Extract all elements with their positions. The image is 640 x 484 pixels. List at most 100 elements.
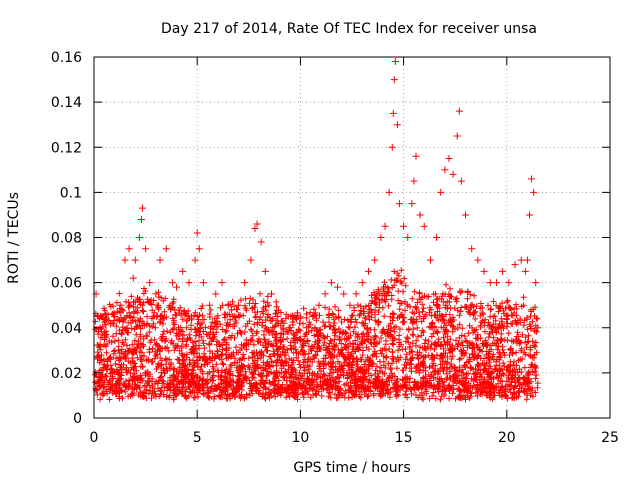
data-point [390,76,398,84]
data-point [137,215,145,223]
data-point [505,279,513,287]
data-point [449,170,457,178]
data-point [523,256,531,264]
data-point [117,301,125,309]
data-point-cloud-path [92,267,541,403]
data-point [358,279,366,287]
data-point [492,279,500,287]
data-point [261,267,269,275]
data-point [530,188,538,196]
data-point [453,132,461,140]
data-point [212,290,220,298]
data-point [253,220,261,228]
data-point [135,234,143,241]
x-tick-label: 25 [601,430,619,446]
x-tick-label: 10 [291,430,309,446]
data-point [111,312,119,320]
chart-title: Day 217 of 2014, Rate Of TEC Index for r… [161,21,537,37]
data-point [511,261,519,269]
data-point [412,152,420,160]
data-point [468,245,476,253]
data-point [146,279,154,287]
data-point [340,290,348,298]
data-point [309,312,317,320]
y-axis-label: ROTI / TECUs [6,192,22,284]
data-point [139,204,147,212]
data-point [179,267,187,275]
data-point [528,175,536,183]
data-point [534,324,542,332]
data-point [268,290,276,298]
data-point [292,328,300,336]
data-point [526,211,534,219]
data-point [168,279,176,287]
data-point [296,335,304,343]
y-tick-label: 0.16 [51,50,82,66]
data-point [129,274,137,282]
y-tick-label: 0.06 [51,276,82,292]
data-point [162,245,170,253]
data-point [455,107,463,115]
x-tick-label: 5 [193,430,202,446]
data-point [193,229,201,237]
data-point [107,319,115,327]
data-point [486,279,494,287]
data-point [408,200,416,208]
data-point [400,222,408,230]
data-point [251,224,259,232]
data-point [234,301,242,309]
data-point [334,283,342,291]
data-point [125,245,133,253]
data-point [480,267,488,275]
x-tick-label: 15 [395,430,413,446]
data-point [377,234,385,241]
data-point [173,283,181,291]
y-tick-label: 0.04 [51,321,82,337]
data-point [241,279,249,287]
y-tick-label: 0 [73,411,82,427]
data-point [474,256,482,264]
y-tick-label: 0.02 [51,366,82,382]
data-point [247,256,255,264]
data-point [100,328,108,336]
data-point [365,267,373,275]
data-point [499,267,507,275]
data-point [404,234,412,241]
data-points [92,58,542,343]
data-point [381,222,389,230]
y-tick-label: 0.1 [60,185,82,201]
data-point [121,256,129,264]
y-tick-label: 0.08 [51,231,82,247]
data-point [152,290,160,298]
data-point [420,222,428,230]
data-point [303,324,311,332]
data-point [371,256,379,264]
data-point [199,279,207,287]
data-point [257,238,265,246]
data-point [195,245,203,253]
data-point [327,279,335,287]
x-axis-ticks: 0 5 10 15 20 25 [90,57,619,446]
data-point [410,177,418,185]
data-point [352,290,360,298]
data-point [532,279,540,287]
data-point [433,234,441,241]
x-axis-label: GPS time / hours [293,460,410,476]
data-point [426,256,434,264]
data-point [388,143,396,151]
data-point [517,256,525,264]
data-point [389,109,397,117]
data-point [185,279,193,287]
data-point [395,200,403,208]
data-point [94,312,102,320]
x-tick-label: 0 [90,430,99,446]
data-point [224,301,232,309]
data-point [521,267,529,275]
data-point [315,301,323,309]
data-point [393,121,401,129]
y-axis-ticks: 0 0.02 0.04 0.06 0.08 0.1 0.12 0.14 0.16 [51,50,610,427]
data-point [457,177,465,185]
data-point [441,166,449,174]
